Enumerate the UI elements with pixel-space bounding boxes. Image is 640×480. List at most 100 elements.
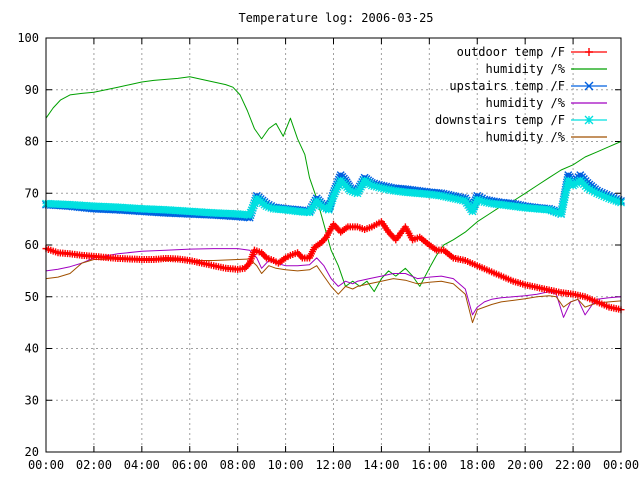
data-point-marker xyxy=(588,186,597,195)
data-point-marker xyxy=(327,198,336,207)
data-point-marker xyxy=(585,185,594,194)
x-tick-label: 08:00 xyxy=(220,458,256,472)
data-point-marker xyxy=(554,209,563,218)
data-point-marker xyxy=(325,203,334,212)
data-point-marker xyxy=(597,191,606,200)
data-point-marker xyxy=(246,208,255,217)
x-tick-label: 22:00 xyxy=(555,458,591,472)
data-point-marker xyxy=(334,180,343,189)
data-point-marker xyxy=(357,182,366,191)
data-point-marker xyxy=(478,197,487,206)
plot-frame xyxy=(45,37,622,453)
data-point-marker xyxy=(333,183,342,191)
data-point-marker xyxy=(590,187,599,196)
series-4 xyxy=(42,176,625,219)
x-tick-label: 12:00 xyxy=(315,458,351,472)
data-point-marker xyxy=(250,199,259,208)
y-tick-label: 80 xyxy=(25,135,39,149)
data-point-marker xyxy=(607,195,616,204)
data-point-marker xyxy=(245,211,254,219)
data-point-marker xyxy=(584,115,594,125)
legend-label: humidity /% xyxy=(486,96,566,110)
x-tick-label: 20:00 xyxy=(507,458,543,472)
legend-label: outdoor temp /F xyxy=(457,45,565,59)
data-point-marker xyxy=(473,195,482,204)
x-tick-label: 06:00 xyxy=(172,458,208,472)
y-tick-label: 20 xyxy=(25,445,39,459)
data-point-marker xyxy=(583,184,592,193)
data-point-marker xyxy=(359,178,368,187)
data-point-marker xyxy=(602,193,611,202)
data-point-marker xyxy=(355,184,364,193)
legend-item: upstairs temp /F xyxy=(449,79,607,93)
data-point-marker xyxy=(584,81,594,91)
legend: outdoor temp /F humidity /% upstairs temp … xyxy=(435,45,607,144)
data-point-marker xyxy=(267,203,276,212)
data-series xyxy=(42,76,625,324)
data-point-marker xyxy=(469,205,478,213)
axes: 20 30 40 50 60 70 80 90 100 00:00 02:00 04:00 06:00 0… xyxy=(17,31,639,472)
data-point-marker xyxy=(248,203,257,212)
legend-label: downstairs temp /F xyxy=(435,113,565,127)
data-point-marker xyxy=(470,202,479,211)
data-point-marker xyxy=(328,194,337,203)
x-tick-label: 00:00 xyxy=(28,458,64,472)
series-5 xyxy=(45,258,622,324)
data-point-marker xyxy=(264,203,273,212)
data-point-marker xyxy=(322,204,331,213)
data-point-marker xyxy=(326,201,335,210)
data-point-marker xyxy=(549,207,558,216)
y-tick-label: 100 xyxy=(17,31,39,45)
y-tick-label: 40 xyxy=(25,342,39,356)
data-point-marker xyxy=(319,203,328,212)
legend-item: outdoor temp /F xyxy=(457,45,607,59)
data-point-marker xyxy=(547,206,556,215)
data-point-marker xyxy=(351,188,360,197)
y-tick-label: 60 xyxy=(25,238,39,252)
x-tick-label: 10:00 xyxy=(268,458,304,472)
data-point-marker xyxy=(317,202,326,211)
data-point-marker xyxy=(612,196,621,205)
x-tick-label: 00:00 xyxy=(603,458,639,472)
data-point-marker xyxy=(327,196,336,205)
y-tick-label: 90 xyxy=(25,83,39,97)
grid-lines xyxy=(46,38,621,452)
x-tick-label: 04:00 xyxy=(124,458,160,472)
data-point-marker xyxy=(358,180,367,189)
data-point-marker xyxy=(346,186,355,195)
data-point-marker xyxy=(471,200,480,209)
legend-item: humidity /% xyxy=(486,96,607,110)
data-point-marker xyxy=(330,189,339,198)
data-point-marker xyxy=(585,48,593,56)
legend-label: humidity /% xyxy=(486,130,566,144)
data-point-marker xyxy=(593,189,602,198)
x-tick-label: 18:00 xyxy=(459,458,495,472)
x-tick-label: 14:00 xyxy=(363,458,399,472)
data-point-marker xyxy=(595,190,604,199)
data-point-marker xyxy=(262,202,271,211)
data-point-marker xyxy=(348,187,357,196)
data-point-marker xyxy=(600,192,609,201)
data-point-marker xyxy=(329,191,338,200)
data-point-marker xyxy=(249,201,258,210)
data-point-marker xyxy=(468,207,477,216)
legend-item: humidity /% xyxy=(486,62,607,76)
data-point-marker xyxy=(472,197,481,206)
data-point-marker xyxy=(605,194,613,203)
data-point-marker xyxy=(475,196,484,205)
data-point-marker xyxy=(251,196,260,205)
data-point-marker xyxy=(545,205,554,214)
x-tick-label: 16:00 xyxy=(411,458,447,472)
legend-item: downstairs temp /F xyxy=(435,113,607,127)
data-point-marker xyxy=(331,187,340,196)
series-line xyxy=(45,258,622,324)
legend-label: humidity /% xyxy=(486,62,566,76)
data-point-marker xyxy=(552,208,561,217)
data-point-marker xyxy=(609,196,618,205)
data-point-marker xyxy=(354,187,363,196)
chart-title: Temperature log: 2006-03-25 xyxy=(238,11,433,25)
legend-item: humidity /% xyxy=(486,130,607,144)
y-tick-label: 70 xyxy=(25,186,39,200)
legend-label: upstairs temp /F xyxy=(449,79,565,93)
